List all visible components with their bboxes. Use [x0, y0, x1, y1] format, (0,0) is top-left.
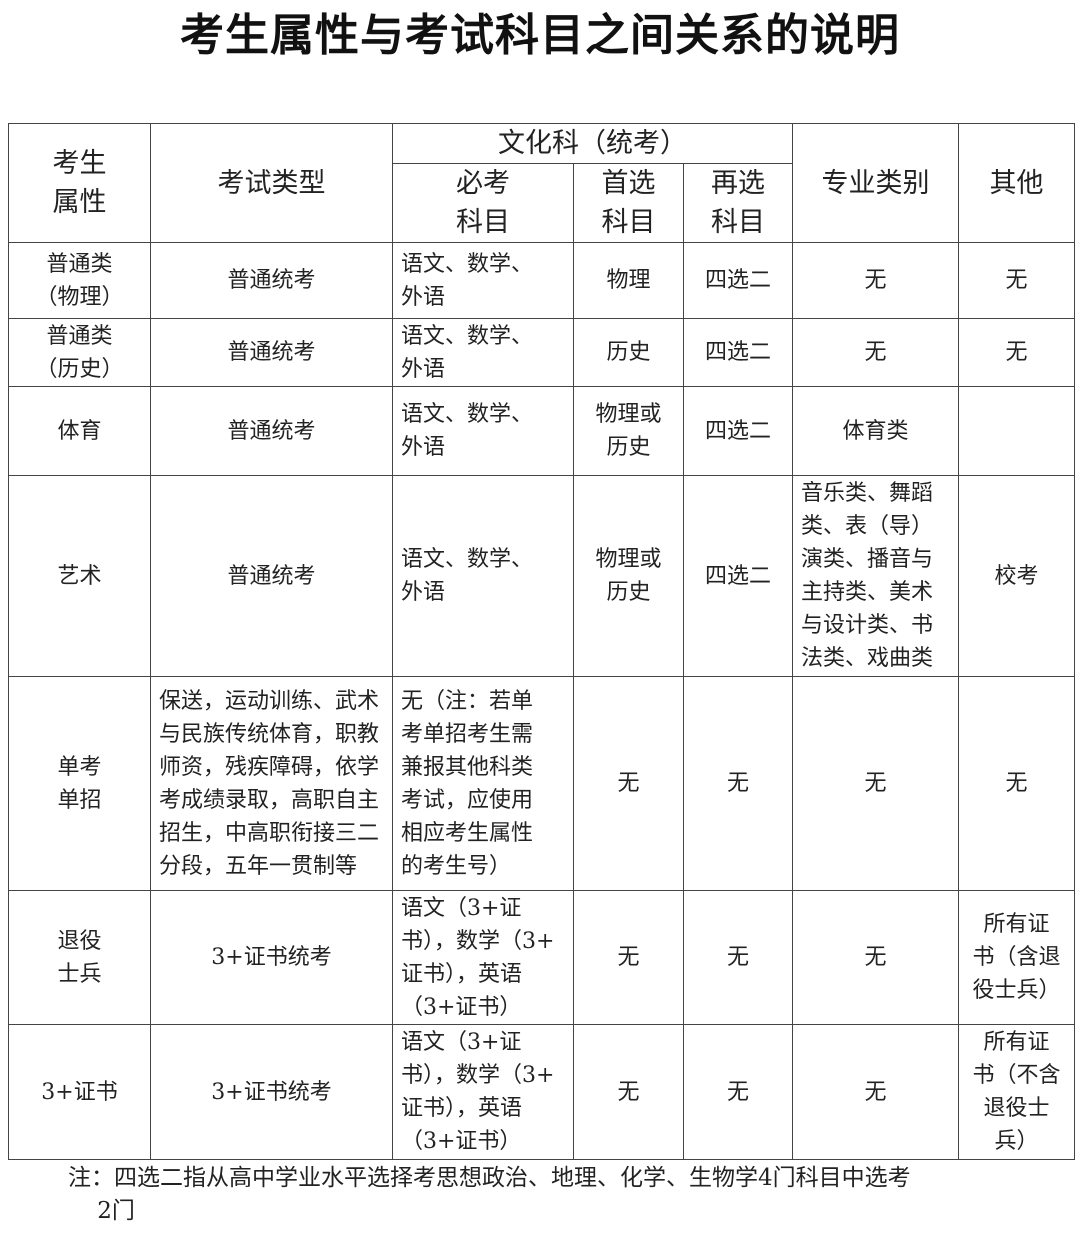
- cell-second: 四选二: [682, 318, 794, 387]
- cell-second: 四选二: [682, 386, 794, 476]
- cell-attr: 3+证书: [8, 1024, 151, 1160]
- cell-second: 四选二: [682, 475, 794, 677]
- cell-major: 体育类: [792, 386, 960, 476]
- cell-second: 无: [682, 890, 794, 1025]
- cell-required: 无（注：若单 考单招考生需 兼报其他科类 考试，应使用 相应考生属性 的考生号）: [392, 676, 574, 891]
- cell-other: 无: [958, 242, 1076, 319]
- cell-major: 无: [792, 1024, 960, 1160]
- cell-exam-type: 普通统考: [150, 318, 393, 387]
- cell-first: 无: [573, 676, 684, 891]
- cell-exam-type: 3+证书统考: [150, 890, 393, 1025]
- header-second: 再选 科目: [682, 163, 794, 243]
- cell-first: 无: [573, 1024, 684, 1160]
- table-wrapper: 考生 属性 考试类型 文化科（统考） 专业类别 其他 必考 科目 首选 科目 再…: [8, 123, 1080, 1228]
- footnote: 注：四选二指从高中学业水平选择考思想政治、地理、化学、生物学4门科目中选考 2门: [68, 1165, 911, 1224]
- cell-exam-type: 普通统考: [150, 242, 393, 319]
- cell-major: 音乐类、舞蹈 类、表（导） 演类、播音与 主持类、美术 与设计类、书 法类、戏曲…: [792, 475, 960, 677]
- header-first: 首选 科目: [573, 163, 684, 243]
- table-row: 普通类 （物理） 普通统考 语文、数学、 外语 物理 四选二无无: [8, 242, 1076, 319]
- exam-subject-table: 考生 属性 考试类型 文化科（统考） 专业类别 其他 必考 科目 首选 科目 再…: [8, 123, 1076, 1160]
- cell-exam-type: 保送，运动训练、武术 与民族传统体育，职教 师资，残疾障碍，依学 考成绩录取，高…: [150, 676, 393, 891]
- cell-attr: 艺术: [8, 475, 151, 677]
- cell-required: 语文（3+证 书），数学（3+ 证书），英语 （3+证书）: [392, 890, 574, 1025]
- cell-first: 历史: [573, 318, 684, 387]
- cell-other: 无: [958, 318, 1076, 387]
- cell-other: 校考: [958, 475, 1076, 677]
- cell-other: 无: [958, 676, 1076, 891]
- cell-second: 无: [682, 676, 794, 891]
- cell-first: 物理: [573, 242, 684, 319]
- cell-first: 物理或 历史: [573, 386, 684, 476]
- cell-exam-type: 普通统考: [150, 475, 393, 677]
- cell-attr: 单考 单招: [8, 676, 151, 891]
- page-title: 考生属性与考试科目之间关系的说明: [180, 10, 900, 61]
- cell-attr: 普通类 （历史）: [8, 318, 151, 387]
- cell-other: 所有证 书（不含 退役士 兵）: [958, 1024, 1076, 1160]
- cell-major: 无: [792, 890, 960, 1025]
- cell-attr: 退役 士兵: [8, 890, 151, 1025]
- cell-first: 物理或 历史: [573, 475, 684, 677]
- cell-exam-type: 普通统考: [150, 386, 393, 476]
- header-attr: 考生 属性: [8, 123, 151, 243]
- cell-required: 语文、数学、 外语: [392, 318, 574, 387]
- cell-required: 语文、数学、 外语: [392, 386, 574, 476]
- cell-required: 语文、数学、 外语: [392, 475, 574, 677]
- table-row: 艺术 普通统考 语文、数学、 外语 物理或 历史 四选二 音乐类、舞蹈 类、表（导） 演类…: [8, 475, 1076, 677]
- table-row: 退役 士兵 3+证书统考 语文（3+证 书），数学（3+ 证书），英语 （3+证书）…: [8, 890, 1076, 1025]
- table-row: 单考 单招 保送，运动训练、武术 与民族传统体育，职教 师资，残疾障碍，依学 考成…: [8, 676, 1076, 891]
- cell-other: [958, 386, 1076, 476]
- cell-exam-type: 3+证书统考: [150, 1024, 393, 1160]
- cell-attr: 普通类 （物理）: [8, 242, 151, 319]
- cell-major: 无: [792, 318, 960, 387]
- cell-second: 无: [682, 1024, 794, 1160]
- cell-major: 无: [792, 242, 960, 319]
- cell-major: 无: [792, 676, 960, 891]
- table-row: 3+证书 3+证书统考 语文（3+证 书），数学（3+ 证书），英语 （3+证书）无…: [8, 1024, 1076, 1160]
- header-exam-type: 考试类型: [150, 123, 393, 243]
- cell-attr: 体育: [8, 386, 151, 476]
- table-row: 普通类 （历史） 普通统考 语文、数学、 外语 历史 四选二无无: [8, 318, 1076, 387]
- table-row: 体育 普通统考 语文、数学、 外语 物理或 历史 四选二 体育类: [8, 386, 1076, 476]
- cell-first: 无: [573, 890, 684, 1025]
- header-major: 专业类别: [792, 123, 960, 243]
- header-culture: 文化科（统考）: [391, 123, 794, 164]
- cell-other: 所有证 书（含退 役士兵）: [958, 890, 1076, 1025]
- cell-second: 四选二: [682, 242, 794, 319]
- header-required: 必考 科目: [392, 163, 574, 243]
- header-other: 其他: [958, 123, 1076, 243]
- cell-required: 语文、数学、 外语: [392, 242, 574, 319]
- cell-required: 语文（3+证 书），数学（3+ 证书），英语 （3+证书）: [392, 1024, 574, 1160]
